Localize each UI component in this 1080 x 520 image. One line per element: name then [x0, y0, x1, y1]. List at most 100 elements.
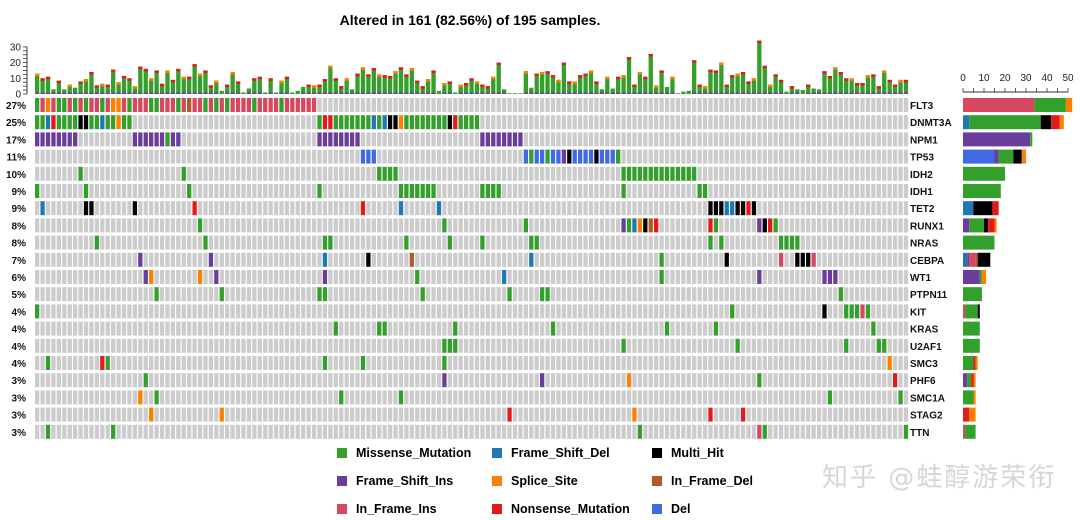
- empty-cell: [154, 373, 159, 388]
- empty-cell: [165, 115, 170, 130]
- empty-cell: [659, 201, 664, 216]
- empty-cell: [67, 390, 72, 405]
- empty-cell: [670, 115, 675, 130]
- tmb-bar: [447, 81, 452, 94]
- tmb-bar-base: [605, 92, 610, 94]
- empty-cell: [311, 373, 317, 388]
- empty-cell: [203, 287, 208, 302]
- empty-cell: [187, 166, 192, 181]
- empty-cell: [279, 287, 284, 302]
- empty-cell: [51, 270, 56, 284]
- empty-cell: [355, 270, 360, 284]
- tmb-bar-base: [279, 92, 284, 94]
- empty-cell: [349, 373, 355, 388]
- empty-cell: [583, 184, 588, 198]
- empty-cell: [806, 287, 811, 302]
- legend-item: Multi_Hit: [652, 446, 724, 460]
- empty-cell: [45, 304, 51, 319]
- empty-cell: [621, 252, 626, 267]
- empty-cell: [235, 235, 241, 250]
- empty-cell: [143, 424, 148, 439]
- empty-cell: [892, 390, 898, 405]
- empty-cell: [67, 407, 72, 422]
- empty-cell: [436, 356, 442, 370]
- empty-cell: [789, 98, 795, 112]
- empty-cell: [496, 390, 501, 405]
- empty-cell: [366, 356, 371, 370]
- empty-cell: [871, 270, 876, 284]
- empty-cell: [702, 115, 708, 130]
- empty-cell: [616, 115, 621, 130]
- gene-count-segment: [977, 252, 991, 267]
- empty-cell: [301, 338, 306, 353]
- mutation-cell: [664, 321, 670, 336]
- mutation-cell: [328, 115, 333, 130]
- empty-cell: [273, 235, 279, 250]
- gene-name-label: PTPN11: [910, 290, 948, 301]
- empty-cell: [127, 321, 132, 336]
- mutation-cell: [45, 132, 51, 147]
- empty-cell: [246, 132, 252, 147]
- mutation-cell: [409, 252, 414, 267]
- empty-cell: [501, 149, 507, 164]
- empty-cell: [561, 98, 567, 112]
- empty-cell: [659, 287, 664, 302]
- empty-cell: [594, 407, 599, 422]
- empty-cell: [306, 252, 311, 267]
- tmb-bar: [854, 83, 860, 94]
- empty-cell: [686, 132, 691, 147]
- mutation-cell: [512, 132, 518, 147]
- tmb-bar-base: [252, 92, 257, 94]
- mutation-cell: [800, 252, 805, 267]
- empty-cell: [279, 424, 284, 439]
- empty-cell: [844, 407, 849, 422]
- mutation-cell: [496, 132, 501, 147]
- empty-cell: [681, 304, 686, 319]
- tmb-bar: [371, 68, 376, 94]
- empty-cell: [127, 287, 132, 302]
- empty-cell: [366, 166, 371, 181]
- empty-cell: [111, 252, 116, 267]
- empty-cell: [83, 407, 89, 422]
- empty-cell: [735, 252, 740, 267]
- empty-cell: [746, 338, 751, 353]
- empty-cell: [892, 98, 898, 112]
- empty-cell: [51, 287, 56, 302]
- tmb-bar-base: [860, 92, 865, 94]
- empty-cell: [854, 338, 860, 353]
- empty-cell: [154, 270, 159, 284]
- empty-cell: [713, 184, 719, 198]
- mutation-cell: [621, 184, 626, 198]
- mutation-cell: [62, 132, 67, 147]
- tmb-bar-base: [713, 92, 719, 94]
- empty-cell: [903, 149, 909, 164]
- tmb-bar-base: [773, 92, 778, 94]
- empty-cell: [176, 304, 181, 319]
- empty-cell: [697, 115, 702, 130]
- gene-count-segment: [969, 252, 976, 267]
- mutation-cell: [355, 115, 360, 130]
- empty-cell: [898, 287, 903, 302]
- empty-cell: [241, 270, 246, 284]
- empty-cell: [474, 390, 480, 405]
- empty-cell: [111, 201, 116, 216]
- empty-cell: [453, 407, 458, 422]
- empty-cell: [724, 338, 729, 353]
- empty-cell: [176, 115, 181, 130]
- empty-cell: [692, 373, 697, 388]
- empty-cell: [550, 270, 556, 284]
- empty-cell: [491, 424, 496, 439]
- empty-cell: [149, 184, 154, 198]
- mutation-cell: [62, 98, 67, 112]
- empty-cell: [322, 373, 328, 388]
- empty-cell: [713, 287, 719, 302]
- empty-cell: [252, 270, 257, 284]
- empty-cell: [149, 304, 154, 319]
- tmb-bar-cap: [94, 85, 100, 88]
- tmb-bar-cap: [268, 78, 273, 81]
- empty-cell: [197, 184, 203, 198]
- empty-cell: [719, 304, 724, 319]
- empty-cell: [806, 304, 811, 319]
- empty-cell: [637, 407, 643, 422]
- empty-cell: [436, 287, 442, 302]
